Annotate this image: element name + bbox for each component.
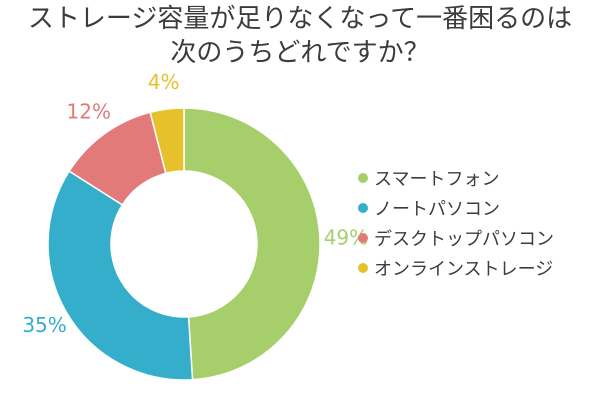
donut-slice-0	[183, 107, 321, 381]
legend-item-1: ノートパソコン	[358, 193, 554, 223]
legend-item-0: スマートフォン	[358, 163, 554, 193]
legend-marker-3	[358, 263, 368, 273]
legend-item-3: オンラインストレージ	[358, 253, 554, 283]
legend-marker-1	[358, 203, 368, 213]
donut-slice-1	[47, 170, 194, 381]
title-line-1: ストレージ容量が足りなくなって一番困るのは	[27, 4, 573, 34]
donut-slice-3	[149, 107, 185, 175]
legend-item-2: デスクトップパソコン	[358, 223, 554, 253]
title-line-2: 次のうちどれですか？	[170, 38, 430, 68]
chart-title: ストレージ容量が足りなくなって一番困るのは 次のうちどれですか？	[0, 2, 600, 70]
legend-label-0: スマートフォン	[374, 169, 500, 190]
data-label-2: 12%	[67, 99, 111, 123]
legend-marker-2	[358, 233, 368, 243]
data-label-1: 35%	[22, 313, 66, 337]
chart-legend: スマートフォン ノートパソコンデスクトップパソコン オンラインストレージ	[358, 163, 554, 283]
legend-label-3: オンラインストレージ	[374, 259, 554, 280]
data-label-3: 4%	[148, 70, 180, 94]
legend-label-1: ノートパソコン	[374, 199, 500, 220]
legend-label-2: デスクトップパソコン	[374, 229, 554, 250]
legend-marker-0	[358, 173, 368, 183]
